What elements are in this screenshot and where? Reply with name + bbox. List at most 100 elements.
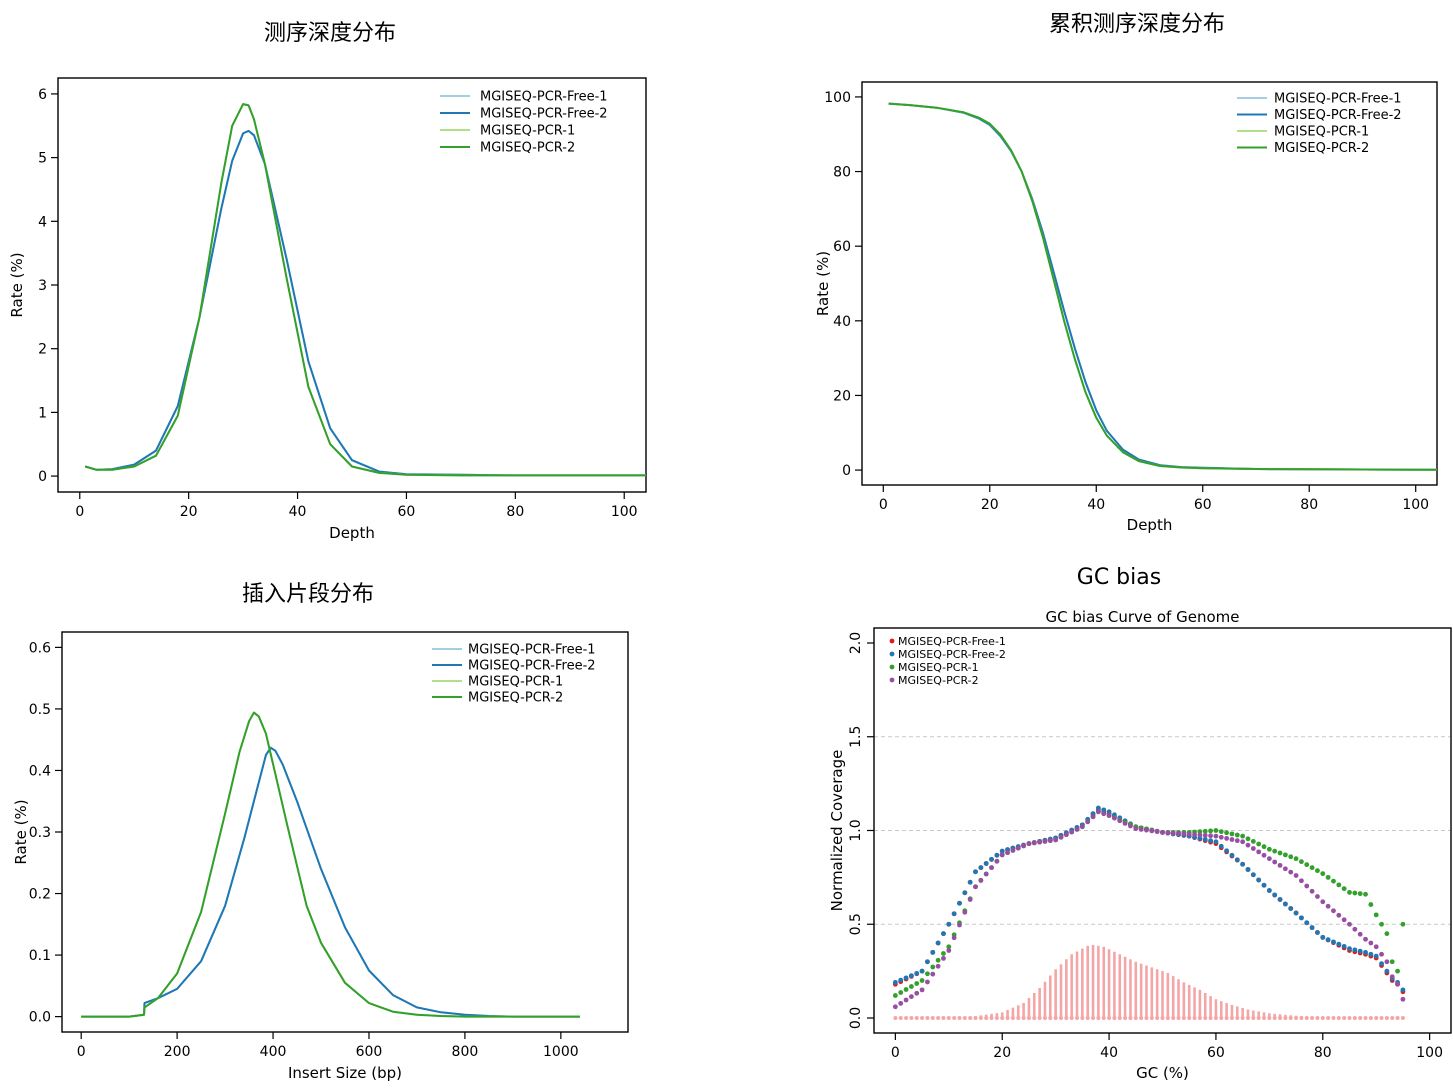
data-point <box>1197 835 1203 841</box>
data-point <box>1309 865 1315 871</box>
histogram-base-point <box>1085 1016 1090 1020</box>
histogram-base-point <box>1187 1016 1192 1020</box>
histogram-base-point <box>1251 1016 1256 1020</box>
histogram-base-point <box>1235 1016 1240 1020</box>
data-point <box>903 997 909 1003</box>
y-tick-label: 0 <box>842 463 851 479</box>
legend-label: MGISEQ-PCR-Free-1 <box>480 90 608 105</box>
depth-distribution-chart: 0 20 40 60 80 100 0 1 2 3 4 5 6 Depth Rate (%) MGISEQ-P… <box>8 77 647 542</box>
histogram-base-point <box>936 1016 941 1020</box>
histogram-base-point <box>1139 1016 1144 1020</box>
histogram-base-point <box>1026 1016 1031 1020</box>
series-line <box>84 129 646 477</box>
histogram-base-point <box>1075 1016 1080 1020</box>
data-point <box>946 944 952 950</box>
legend-label: MGISEQ-PCR-2 <box>1274 141 1369 156</box>
data-point <box>1256 849 1262 855</box>
data-point <box>1261 844 1267 850</box>
data-point <box>1218 843 1224 849</box>
data-point <box>1368 951 1374 957</box>
data-point <box>925 971 930 977</box>
panel-title-gc: GC bias <box>1077 565 1161 590</box>
x-tick-label: 80 <box>1300 497 1318 513</box>
x-axis-label: Depth <box>329 524 375 542</box>
data-point <box>935 940 941 946</box>
insert-size-chart: 0 200 400 600 800 1000 0.0 0.1 0.2 0.3 0.4 0.5 0.6 In… <box>12 631 629 1082</box>
data-point <box>1106 813 1112 818</box>
histogram-base-point <box>1272 1016 1277 1020</box>
data-point <box>1101 811 1107 817</box>
plot-frame <box>861 81 1438 486</box>
x-tick-label: 60 <box>1194 497 1212 513</box>
data-point <box>1101 807 1107 813</box>
histogram-base-point <box>1107 1016 1112 1020</box>
data-point <box>1085 819 1091 825</box>
histogram-base-point <box>1315 1016 1320 1020</box>
data-point <box>1250 872 1256 878</box>
data-point <box>1352 926 1358 932</box>
histogram-base-point <box>1144 1016 1149 1020</box>
histogram-base-point <box>984 1016 989 1020</box>
data-point <box>1336 882 1342 888</box>
data-point <box>1063 832 1069 838</box>
data-point <box>1266 846 1272 852</box>
data-point <box>914 990 920 996</box>
histogram-base-point <box>1016 1016 1021 1020</box>
data-point <box>946 948 952 953</box>
data-point <box>1176 831 1181 836</box>
data-point <box>903 975 909 981</box>
data-point <box>892 1004 898 1010</box>
data-point <box>1282 901 1288 907</box>
data-point <box>898 990 904 995</box>
data-point <box>1229 831 1235 837</box>
data-point <box>1299 915 1304 921</box>
y-tick-label: 2 <box>38 342 47 358</box>
histogram-base-point <box>1080 1016 1085 1020</box>
data-point <box>962 909 968 915</box>
histogram-base-point <box>1352 1016 1357 1020</box>
histogram-base-point <box>1010 1016 1015 1020</box>
data-point <box>1331 939 1336 945</box>
data-point <box>1010 847 1016 853</box>
data-point <box>1256 877 1262 883</box>
histogram-base-point <box>1058 1016 1063 1020</box>
x-tick-label: 400 <box>260 1044 287 1060</box>
data-point <box>1288 854 1294 860</box>
histogram-base-point <box>1390 1016 1395 1020</box>
y-tick-label: 0.0 <box>29 1010 51 1026</box>
data-point <box>1395 981 1400 987</box>
histogram-base-point <box>962 1016 967 1020</box>
data-point <box>1208 833 1213 839</box>
data-point <box>978 877 984 883</box>
legend-swatch <box>889 664 895 670</box>
data-point <box>1400 921 1406 927</box>
legend-label: MGISEQ-PCR-2 <box>898 674 979 687</box>
legend-label: MGISEQ-PCR-Free-1 <box>468 643 596 658</box>
histogram-base-point <box>1342 1016 1347 1020</box>
panel-title-cumulative: 累积测序深度分布 <box>1049 12 1225 37</box>
data-point <box>1272 848 1278 854</box>
data-point <box>1325 903 1331 909</box>
histogram-base-point <box>1379 1016 1384 1020</box>
data-point <box>908 994 914 1000</box>
histogram-base-point <box>941 1016 946 1020</box>
data-point <box>1112 815 1117 821</box>
histogram-base-point <box>968 1016 973 1020</box>
data-point <box>1266 888 1272 893</box>
data-point <box>1304 862 1310 868</box>
histogram-base-point <box>1101 1016 1106 1020</box>
legend-swatch <box>889 677 895 683</box>
histogram-base-point <box>1326 1016 1331 1020</box>
data-point <box>973 884 978 890</box>
data-point <box>1299 859 1304 865</box>
data-point <box>1224 835 1230 841</box>
histogram-base-point <box>1395 1016 1400 1020</box>
data-point <box>1336 912 1342 918</box>
legend-swatch <box>889 638 895 644</box>
x-tick-label: 40 <box>1100 1045 1118 1061</box>
data-point <box>1304 920 1310 926</box>
x-tick-label: 60 <box>398 504 416 520</box>
histogram-base-point <box>1005 1016 1010 1020</box>
data-point <box>983 861 989 866</box>
series-line <box>888 102 1438 471</box>
